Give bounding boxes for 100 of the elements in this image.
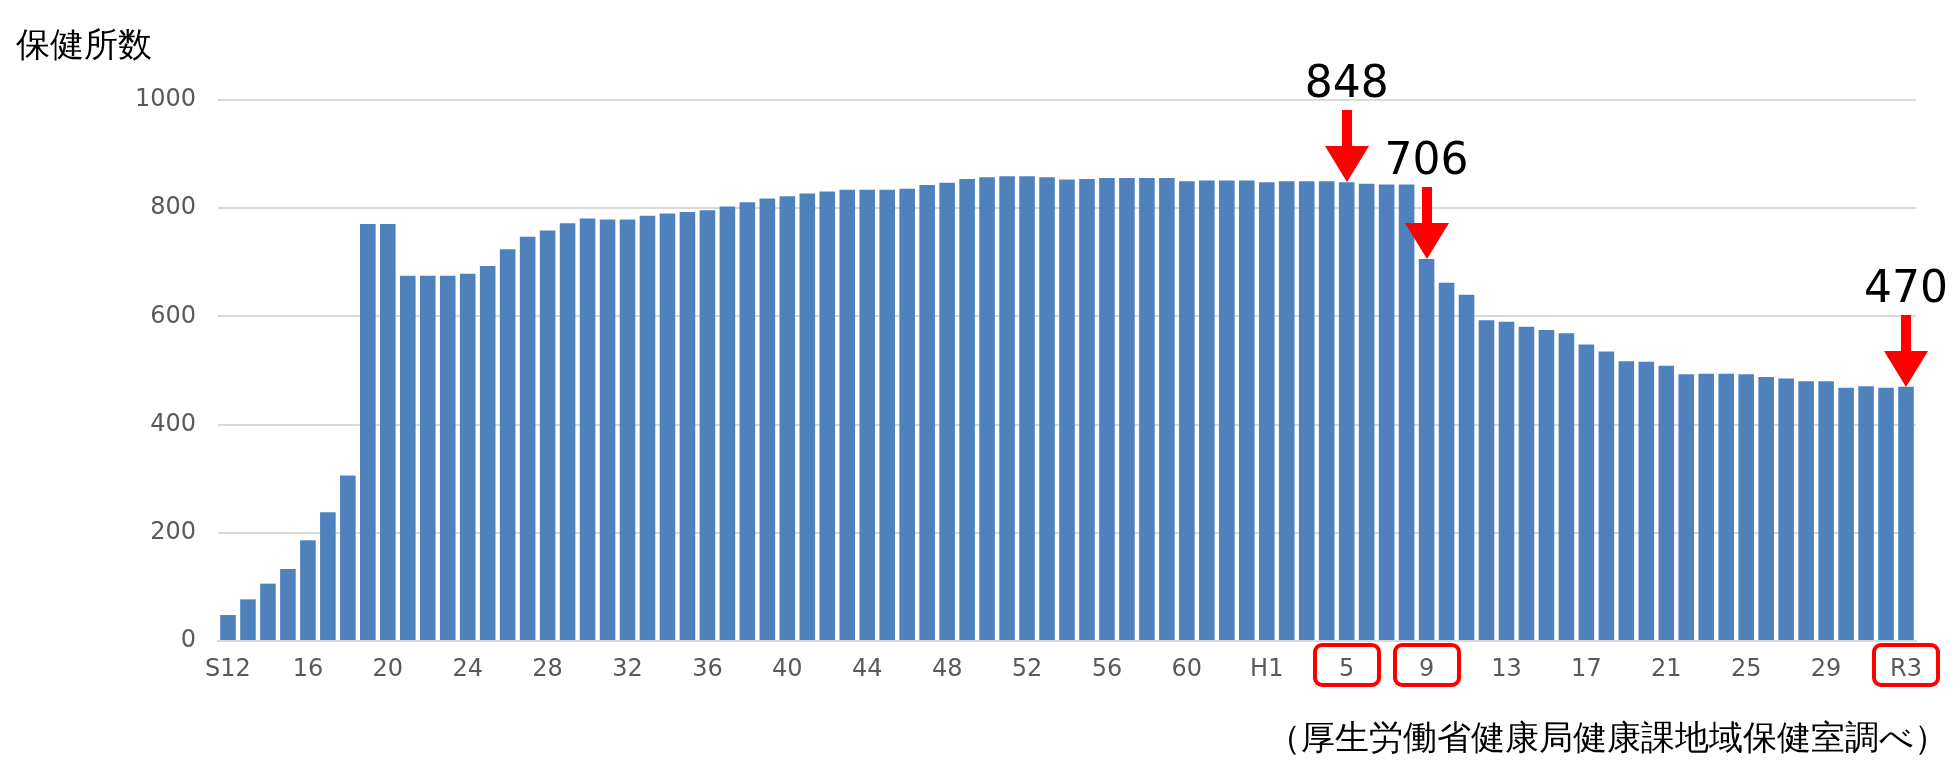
x-tick-label: H1 xyxy=(1250,653,1284,682)
x-tick-label: 44 xyxy=(851,653,883,682)
bar xyxy=(320,512,336,640)
bar xyxy=(1758,376,1774,640)
bar xyxy=(1199,180,1215,640)
bar xyxy=(499,249,516,640)
bar xyxy=(1139,177,1155,640)
x-tick-label: 9 xyxy=(1418,653,1435,682)
bar xyxy=(679,211,696,640)
bar xyxy=(699,210,716,640)
bar xyxy=(939,182,955,640)
bar xyxy=(1538,329,1555,640)
bar xyxy=(999,176,1015,640)
x-tick-label: 48 xyxy=(931,653,963,682)
x-tick-label: 29 xyxy=(1810,653,1842,682)
bar xyxy=(719,206,736,640)
bar xyxy=(1278,181,1295,640)
bar xyxy=(280,569,296,640)
x-tick-label: S12 xyxy=(205,653,251,682)
bar xyxy=(1798,381,1814,640)
x-tick-label: 60 xyxy=(1171,653,1203,682)
bar xyxy=(1099,177,1115,640)
bar xyxy=(1718,373,1735,640)
bar xyxy=(399,275,416,640)
bar xyxy=(1558,333,1575,640)
bar xyxy=(759,198,776,640)
bar xyxy=(1119,177,1135,640)
y-tick-label: 1000 xyxy=(134,84,196,113)
x-tick-label: 25 xyxy=(1730,653,1762,682)
bar xyxy=(859,189,876,640)
bar xyxy=(1578,344,1595,640)
bar xyxy=(639,215,656,640)
x-tick-label: 16 xyxy=(292,653,324,682)
x-tick-label: 13 xyxy=(1491,653,1522,682)
bar xyxy=(1518,326,1535,640)
x-tick-label: 24 xyxy=(452,653,483,682)
bar xyxy=(380,223,396,640)
bar xyxy=(1778,378,1794,640)
bar xyxy=(799,193,816,640)
bar xyxy=(1698,373,1715,640)
bar xyxy=(1498,321,1515,640)
x-tick-label: 52 xyxy=(1011,653,1043,682)
bar xyxy=(879,189,895,640)
bar xyxy=(1478,320,1495,640)
y-tick-label: 400 xyxy=(150,408,196,437)
bar xyxy=(1258,182,1275,640)
bar xyxy=(1079,178,1095,640)
bar xyxy=(360,223,376,640)
bar xyxy=(599,219,616,640)
bar xyxy=(919,184,935,640)
y-tick-label: 600 xyxy=(150,300,196,329)
bar xyxy=(959,178,975,640)
annotation: 848 xyxy=(1303,56,1390,109)
bar xyxy=(1298,181,1315,640)
bar xyxy=(1738,374,1754,640)
y-axis-title: 保健所数 xyxy=(16,23,152,66)
bar xyxy=(539,230,556,640)
bar xyxy=(459,273,476,640)
y-tick-label: 0 xyxy=(180,625,196,654)
bar xyxy=(220,615,236,640)
x-tick-label: 36 xyxy=(692,653,723,682)
bar xyxy=(419,275,436,640)
x-tick-label: 21 xyxy=(1651,653,1682,682)
bar xyxy=(340,475,356,640)
bar xyxy=(1818,381,1834,640)
bar xyxy=(1618,361,1635,640)
bar xyxy=(1438,282,1455,640)
x-tick-label: 56 xyxy=(1091,653,1123,682)
bar xyxy=(1458,294,1475,640)
x-tick-label: R3 xyxy=(1890,653,1922,682)
bar xyxy=(619,219,636,640)
x-tick-label: 20 xyxy=(372,653,404,682)
bar xyxy=(479,266,496,640)
bar xyxy=(899,188,915,640)
bar xyxy=(779,196,796,640)
bar xyxy=(1838,387,1854,640)
text: （厚生労働省健康局健康課地域保健室調べ） xyxy=(1267,716,1948,759)
bar xyxy=(1678,374,1695,640)
y-tick-label: 200 xyxy=(150,517,196,546)
bar xyxy=(260,583,276,640)
bar xyxy=(1219,180,1235,640)
bar xyxy=(300,540,316,640)
bar xyxy=(1658,365,1675,640)
bar xyxy=(1179,181,1195,640)
x-tick-label: 28 xyxy=(532,653,563,682)
bar xyxy=(1378,184,1395,640)
bar xyxy=(739,202,756,640)
bar xyxy=(1159,177,1175,640)
bar xyxy=(559,223,576,640)
bar xyxy=(1239,180,1255,640)
bar xyxy=(579,218,596,640)
bar xyxy=(439,275,456,640)
x-tick-label: 5 xyxy=(1339,653,1355,682)
bar xyxy=(1019,176,1035,640)
bar xyxy=(1638,361,1655,640)
bar xyxy=(819,191,836,640)
bar xyxy=(240,599,256,640)
bar xyxy=(839,189,856,640)
bar xyxy=(1059,179,1075,640)
x-tick-label: 32 xyxy=(612,653,643,682)
